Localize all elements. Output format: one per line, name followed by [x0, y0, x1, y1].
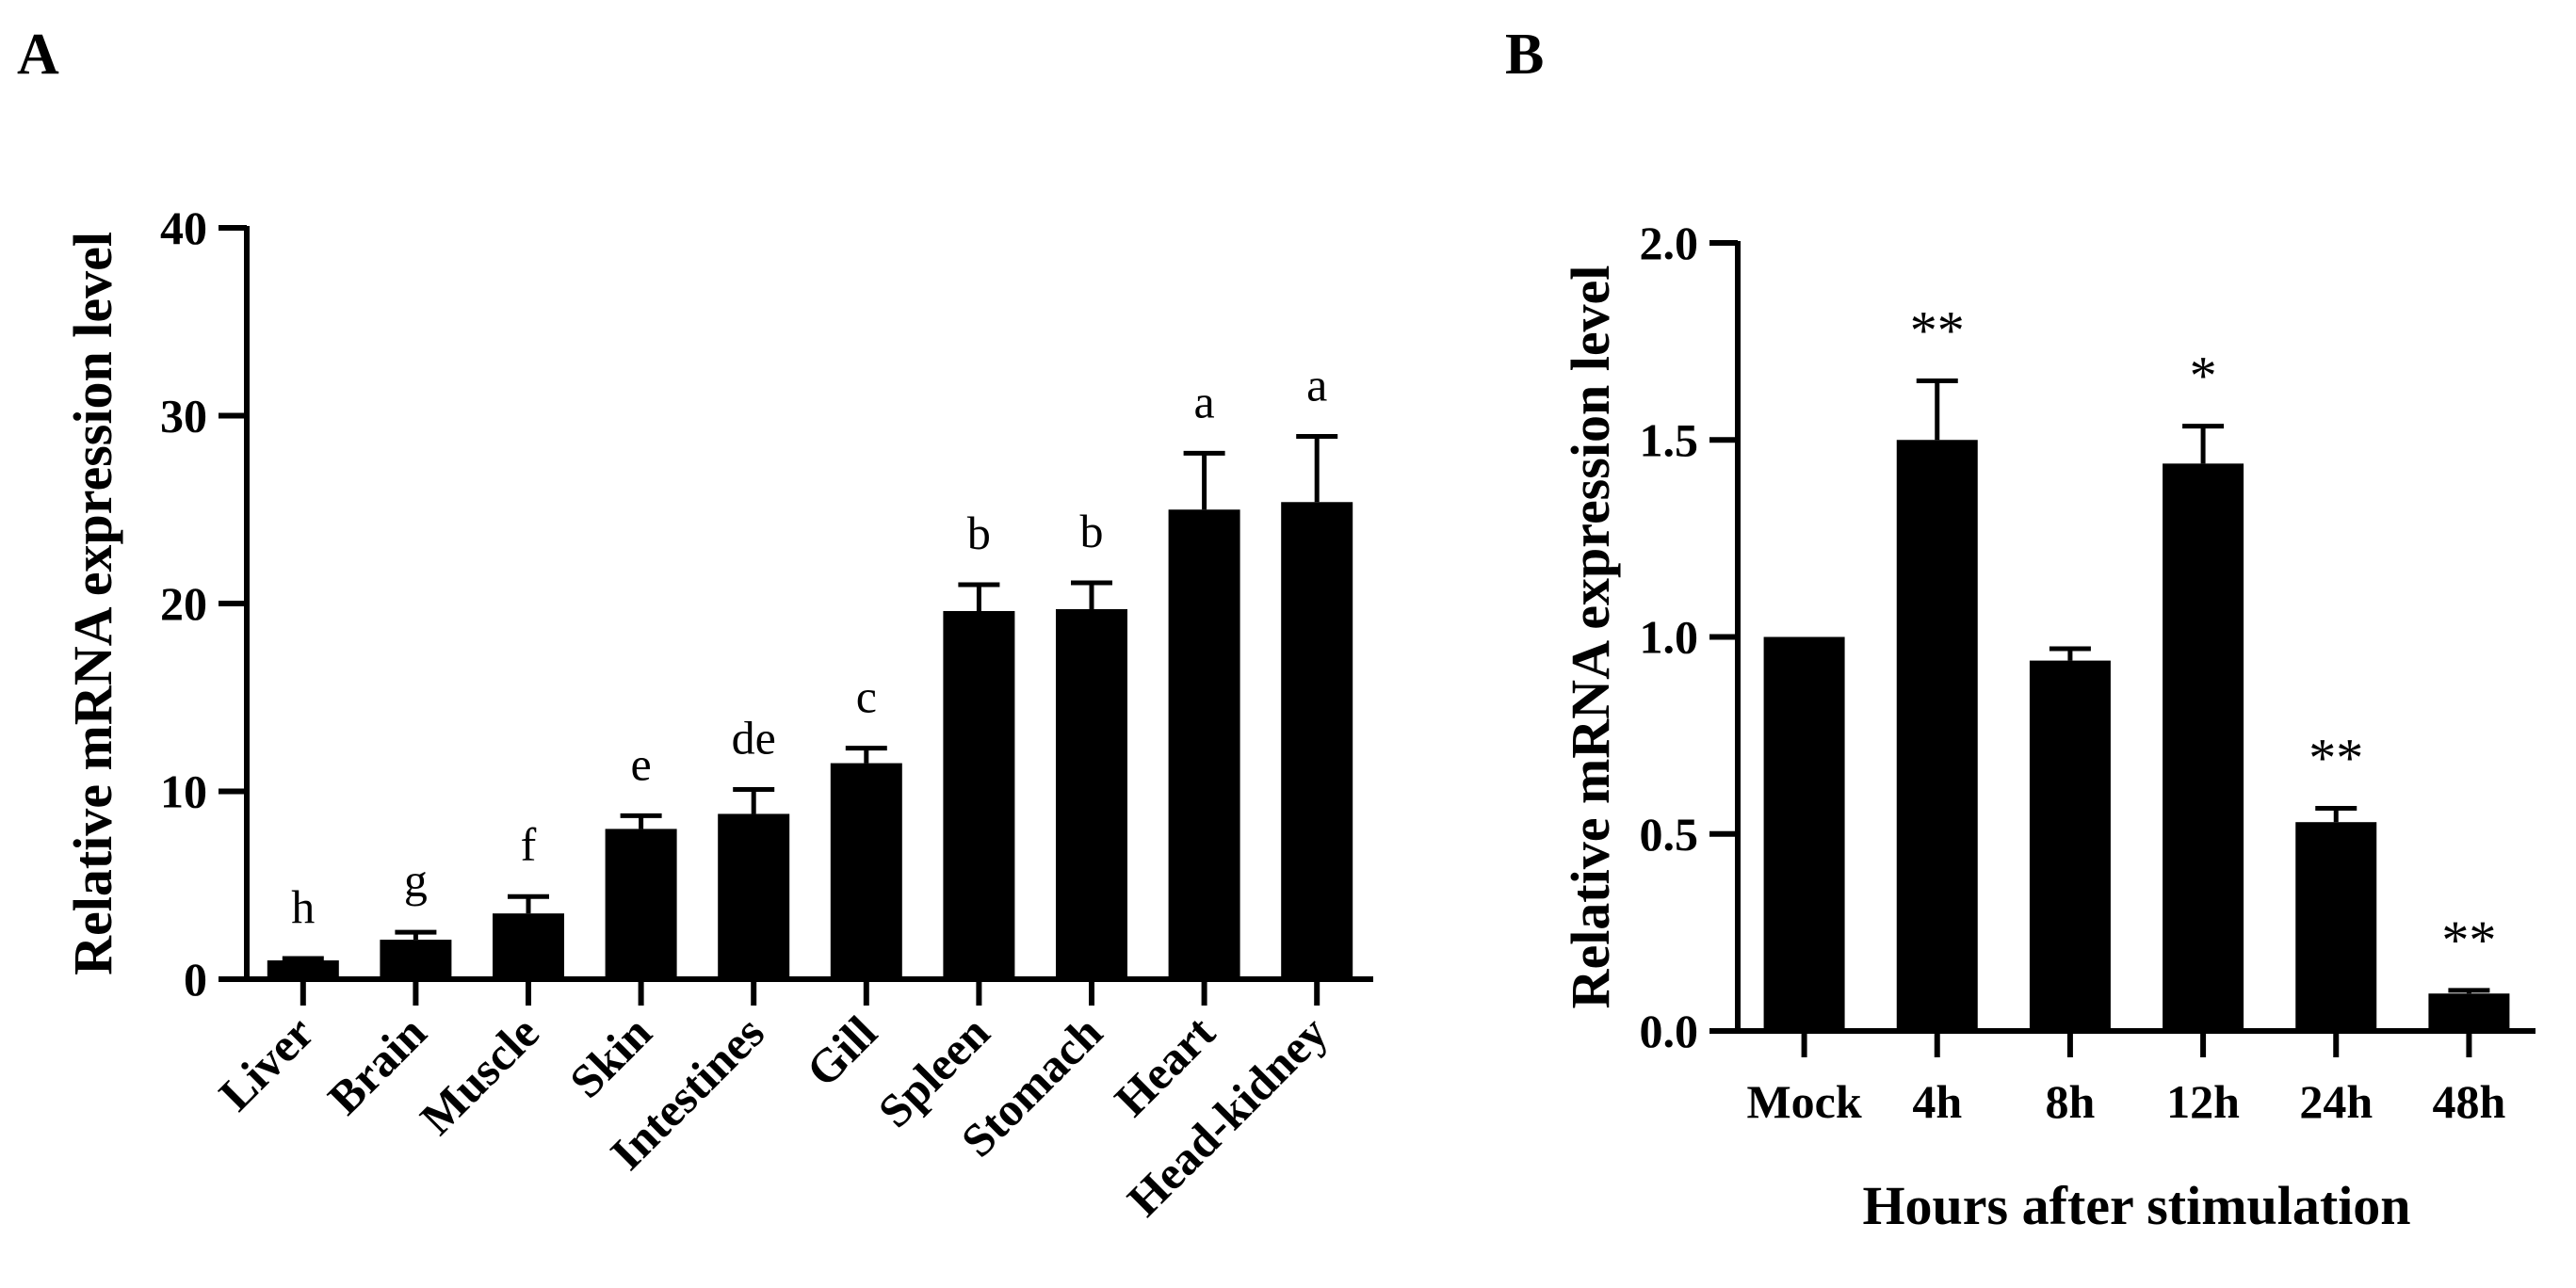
chart-a-significance-label: f	[521, 818, 537, 871]
chart-b-bar-8h	[2029, 660, 2111, 1031]
chart-a: Relative mRNA expression level 0 10 20 30 40…	[62, 201, 1373, 1226]
chart-b-category-label: 8h	[2046, 1075, 2096, 1128]
chart-a-significance-label: g	[404, 854, 428, 907]
chart-b-y-tick-label: 1.0	[1640, 611, 1699, 664]
chart-b-bar-12h	[2163, 463, 2244, 1031]
chart-a-y-tick-label: 30	[160, 390, 207, 443]
chart-b-bar-24h	[2295, 822, 2377, 1031]
chart-a-bar-gill	[830, 763, 902, 979]
chart-a-bars: h g f e de c b b a a	[267, 358, 1353, 979]
chart-a-significance-label: c	[856, 670, 877, 723]
chart-a-bar-heart	[1168, 509, 1240, 979]
chart-b-category-label: 12h	[2166, 1075, 2240, 1128]
chart-a-category-label: Muscle	[410, 1006, 549, 1145]
chart-a-bar-liver	[267, 960, 339, 979]
chart-a-bar-intestines	[718, 813, 790, 979]
chart-b-y-axis-title: Relative mRNA expression level	[1560, 266, 1621, 1009]
chart-a-y-tick-label: 20	[160, 577, 207, 630]
chart-b-significance-label: **	[2309, 728, 2363, 789]
panel-label-b: B	[1505, 23, 1544, 87]
chart-a-significance-label: h	[291, 880, 315, 933]
chart-b-category-label: Mock	[1746, 1075, 1861, 1128]
chart-b-significance-label: *	[2190, 346, 2217, 407]
chart-a-significance-label: b	[967, 507, 991, 559]
chart-b-bars: *******	[1763, 299, 2510, 1031]
chart-b-significance-label: **	[2441, 910, 2496, 971]
chart-a-y-tick-label: 0	[184, 953, 207, 1006]
chart-b-category-label: 4h	[1912, 1075, 1962, 1128]
chart-b-axes: 0.0 0.5 1.0 1.5 2.0 Mock 4h 8h 12h 24h 48h	[1640, 217, 2535, 1128]
chart-a-bar-spleen	[943, 610, 1015, 979]
chart-b: Relative mRNA expression level Hours aft…	[1560, 217, 2535, 1236]
chart-b-y-tick-label: 0.5	[1640, 808, 1699, 861]
chart-b-bar-48h	[2428, 993, 2510, 1031]
chart-a-significance-label: e	[630, 737, 651, 790]
chart-a-category-label: Gill	[796, 1006, 887, 1097]
chart-a-bar-stomach	[1056, 608, 1127, 979]
chart-a-y-tick-label: 40	[160, 201, 207, 254]
chart-b-bar-4h	[1896, 440, 1978, 1031]
chart-b-x-axis-title: Hours after stimulation	[1862, 1175, 2410, 1236]
chart-a-significance-label: a	[1306, 358, 1327, 411]
chart-a-bar-head-kidney	[1281, 502, 1353, 979]
chart-a-significance-label: a	[1193, 375, 1214, 427]
chart-b-significance-label: **	[1910, 299, 1965, 361]
chart-a-bar-skin	[605, 829, 677, 979]
chart-b-category-label: 48h	[2433, 1075, 2506, 1128]
chart-b-category-label: 24h	[2299, 1075, 2373, 1128]
chart-b-y-tick-label: 1.5	[1640, 413, 1699, 466]
chart-a-significance-label: de	[732, 712, 776, 765]
chart-a-category-label: Skin	[559, 1006, 662, 1108]
chart-a-significance-label: b	[1080, 505, 1104, 557]
chart-b-bar-mock	[1763, 636, 1845, 1031]
chart-b-y-tick-label: 0.0	[1640, 1005, 1699, 1057]
chart-a-category-label: Liver	[209, 1006, 324, 1120]
chart-a-bar-muscle	[493, 913, 564, 979]
panel-label-a: A	[17, 23, 59, 87]
chart-a-bar-brain	[380, 940, 452, 979]
chart-b-y-tick-label: 2.0	[1640, 217, 1699, 269]
chart-a-y-axis-title: Relative mRNA expression level	[62, 232, 123, 975]
chart-a-y-tick-label: 10	[160, 765, 207, 818]
